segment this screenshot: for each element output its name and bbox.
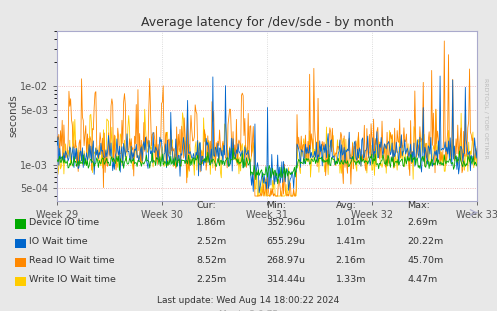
- Text: 2.52m: 2.52m: [196, 237, 227, 246]
- Text: Max:: Max:: [408, 201, 430, 210]
- Text: 2.16m: 2.16m: [335, 256, 366, 265]
- Text: IO Wait time: IO Wait time: [29, 237, 87, 246]
- Text: 352.96u: 352.96u: [266, 217, 305, 226]
- Text: 655.29u: 655.29u: [266, 237, 305, 246]
- Text: 2.25m: 2.25m: [196, 275, 227, 284]
- Text: Avg:: Avg:: [335, 201, 356, 210]
- Text: 20.22m: 20.22m: [408, 237, 444, 246]
- Text: Min:: Min:: [266, 201, 286, 210]
- Text: 268.97u: 268.97u: [266, 256, 305, 265]
- Text: 1.86m: 1.86m: [196, 217, 227, 226]
- Text: 4.47m: 4.47m: [408, 275, 438, 284]
- Text: 8.52m: 8.52m: [196, 256, 227, 265]
- Text: Write IO Wait time: Write IO Wait time: [29, 275, 116, 284]
- Text: Cur:: Cur:: [196, 201, 216, 210]
- Text: 314.44u: 314.44u: [266, 275, 305, 284]
- Text: 1.41m: 1.41m: [335, 237, 366, 246]
- Text: Device IO time: Device IO time: [29, 217, 99, 226]
- Text: Munin 2.0.75: Munin 2.0.75: [219, 310, 278, 311]
- Text: 1.33m: 1.33m: [335, 275, 366, 284]
- Text: 2.69m: 2.69m: [408, 217, 438, 226]
- Y-axis label: seconds: seconds: [9, 95, 19, 137]
- Title: Average latency for /dev/sde - by month: Average latency for /dev/sde - by month: [141, 16, 394, 29]
- Text: 45.70m: 45.70m: [408, 256, 444, 265]
- Text: 1.01m: 1.01m: [335, 217, 366, 226]
- Text: RRDTOOL / TOBI OETIKER: RRDTOOL / TOBI OETIKER: [483, 78, 488, 159]
- Text: Last update: Wed Aug 14 18:00:22 2024: Last update: Wed Aug 14 18:00:22 2024: [158, 296, 339, 305]
- Text: Read IO Wait time: Read IO Wait time: [29, 256, 114, 265]
